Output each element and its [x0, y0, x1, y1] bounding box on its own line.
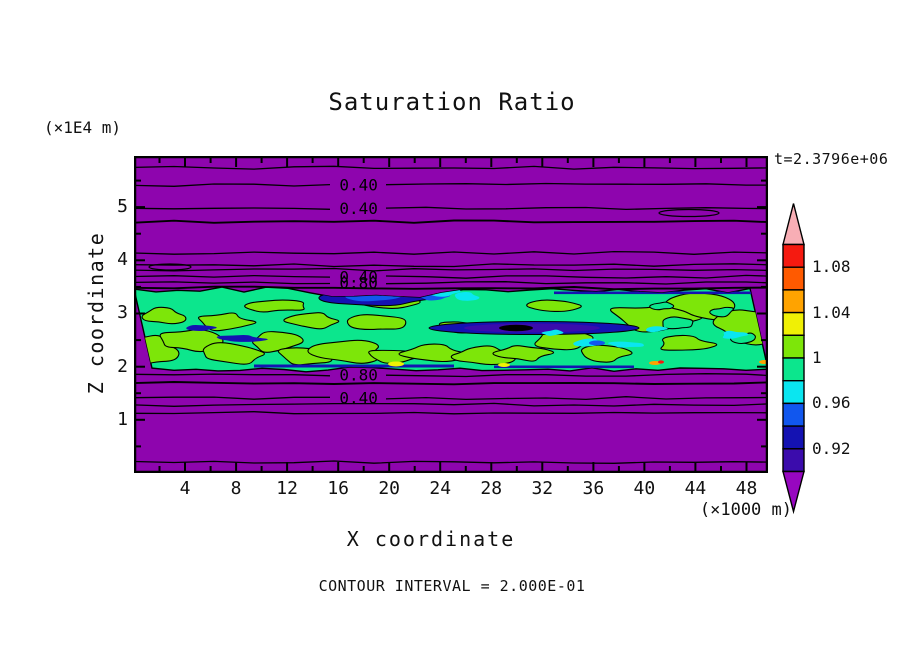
x-tick-label: 32: [531, 478, 554, 499]
maximum-speck: [498, 363, 510, 367]
colorbar: [782, 203, 805, 515]
contour-interval-note: CONTOUR INTERVAL = 2.000E-01: [318, 577, 586, 595]
low-saturation-strip: [494, 365, 634, 369]
contour-label: 0.40: [339, 389, 378, 408]
x-tick-label: 12: [276, 478, 298, 499]
colorbar-segment: [782, 266, 805, 291]
band-hole: [662, 316, 694, 330]
contour-label: 0.40: [339, 175, 378, 194]
x-tick-label: 48: [735, 478, 758, 499]
y-tick-label: 2: [117, 355, 128, 377]
high-saturation-patch: [197, 312, 257, 332]
contour-line: [134, 402, 768, 407]
high-saturation-patch: [283, 312, 340, 330]
colorbar-segment: [782, 448, 805, 473]
contour-line: [134, 206, 768, 211]
contour-line: [134, 373, 768, 378]
cyan-patch: [722, 330, 749, 339]
contour-line: [134, 460, 768, 464]
low-saturation-patch: [589, 340, 605, 346]
high-saturation-patch: [252, 331, 304, 353]
contour-line: [134, 411, 768, 415]
high-saturation-patch: [141, 306, 187, 325]
high-saturation-patch: [244, 299, 305, 313]
contour-label: 0.80: [339, 274, 378, 293]
x-tick-label: 4: [179, 478, 191, 499]
contour-label: 0.40: [339, 267, 378, 286]
contour-line: [134, 263, 768, 268]
chart-title: Saturation Ratio: [328, 88, 576, 116]
colorbar-tick-label: 1.04: [812, 302, 851, 322]
contour-line: [134, 285, 768, 291]
colorbar-segment: [782, 334, 805, 359]
contour-line: [134, 396, 768, 401]
band-hole: [649, 301, 675, 311]
x-tick-label: 36: [582, 478, 605, 499]
colorbar-tick-label: 1.08: [812, 257, 851, 277]
maximum-speck: [658, 360, 664, 364]
low-saturation-strip: [254, 364, 454, 368]
y-tick-label: 5: [117, 196, 128, 218]
y-tick-label: 3: [117, 302, 128, 324]
x-tick-label: 44: [684, 478, 707, 499]
colorbar-segment: [782, 243, 805, 268]
x-tick-label: 40: [633, 478, 656, 499]
colorbar-segment: [782, 425, 805, 450]
minimum-spot: [499, 324, 533, 332]
x-axis-label: X coordinate: [346, 527, 516, 551]
y-tick-label: 4: [117, 249, 128, 271]
high-saturation-patch: [492, 345, 555, 362]
contour-line: [134, 281, 768, 285]
contour-line: [134, 267, 768, 272]
x-tick-label: 24: [429, 478, 452, 499]
x-tick-label: 20: [378, 478, 401, 499]
high-saturation-patch: [526, 299, 582, 313]
high-saturation-patch: [580, 344, 633, 363]
colorbar-segment: [782, 357, 805, 382]
colorbar-segment: [782, 402, 805, 427]
plot-frame: [134, 156, 768, 473]
y-axis-unit: (×1E4 m): [44, 118, 122, 137]
x-tick-label: 16: [327, 478, 349, 499]
colorbar-segment: [782, 289, 805, 314]
y-tick-label: 1: [117, 408, 128, 430]
closed-contour: [148, 263, 192, 271]
cyan-patch: [454, 292, 480, 301]
colorbar-segment: [782, 311, 805, 336]
colorbar-under-arrow: [782, 470, 805, 515]
high-saturation-patch: [202, 342, 265, 365]
contour-line: [134, 182, 768, 187]
contour-line: [134, 250, 768, 255]
high-saturation-patch: [346, 314, 407, 331]
x-tick-label: 8: [230, 478, 242, 499]
colorbar-tick-label: 0.96: [812, 393, 851, 413]
contour-label: 0.40: [339, 199, 378, 218]
contour-line: [134, 381, 768, 386]
colorbar-over-arrow: [782, 203, 805, 246]
axis-ticks: [136, 158, 766, 471]
cyan-patch: [541, 329, 564, 336]
contour-label: 0.80: [339, 366, 378, 385]
closed-contour: [658, 208, 720, 218]
x-tick-label: 28: [480, 478, 503, 499]
contour-line: [134, 274, 768, 279]
contour-line: [134, 219, 768, 224]
time-annotation: t=2.3796e+06: [774, 150, 889, 168]
contour-plot: 0.400.400.400.800.800.40: [134, 156, 768, 473]
colorbar-segment: [782, 379, 805, 405]
colorbar-tick-label: 0.92: [812, 438, 851, 458]
x-axis-unit: (×1000 m): [699, 500, 792, 520]
contour-line: [134, 165, 768, 170]
band-hole: [709, 306, 735, 318]
low-saturation-patch: [216, 335, 268, 342]
maximum-speck: [388, 361, 404, 367]
cyan-patch: [607, 341, 644, 348]
colorbar-tick-label: 1: [812, 348, 822, 367]
low-saturation-patch: [186, 324, 217, 331]
high-saturation-patch: [660, 334, 718, 351]
cyan-patch: [645, 326, 668, 333]
